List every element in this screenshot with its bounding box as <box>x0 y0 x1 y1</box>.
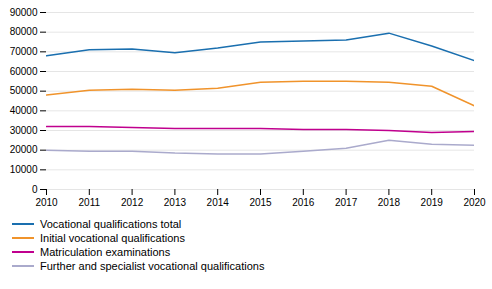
svg-text:20000: 20000 <box>10 144 38 155</box>
svg-text:2012: 2012 <box>121 197 144 208</box>
html-text:Matriculation examinations: Matriculation examinations <box>40 246 171 258</box>
svg-text:2014: 2014 <box>207 197 230 208</box>
svg-text:2016: 2016 <box>292 197 315 208</box>
svg-text:40000: 40000 <box>10 105 38 116</box>
svg-text:90000: 90000 <box>10 7 38 18</box>
svg-text:2013: 2013 <box>164 197 187 208</box>
svg-text:2015: 2015 <box>249 197 272 208</box>
svg-text:2017: 2017 <box>335 197 358 208</box>
svg-text:50000: 50000 <box>10 85 38 96</box>
html-text:Initial vocational qualificati: Initial vocational qualifications <box>40 232 185 244</box>
svg-text:2018: 2018 <box>378 197 401 208</box>
svg-text:10000: 10000 <box>10 164 38 175</box>
svg-text:70000: 70000 <box>10 46 38 57</box>
svg-text:80000: 80000 <box>10 26 38 37</box>
svg-text:30000: 30000 <box>10 125 38 136</box>
svg-text:2019: 2019 <box>421 197 444 208</box>
svg-text:2010: 2010 <box>35 197 58 208</box>
svg-text:60000: 60000 <box>10 66 38 77</box>
html-text:Further and specialist vocatio: Further and specialist vocational qualif… <box>40 260 265 272</box>
svg-text:2011: 2011 <box>79 197 101 208</box>
svg-text:2020: 2020 <box>463 197 486 208</box>
html-text:Vocational qualifications tota: Vocational qualifications total <box>40 218 182 230</box>
svg-text:0: 0 <box>32 184 38 195</box>
